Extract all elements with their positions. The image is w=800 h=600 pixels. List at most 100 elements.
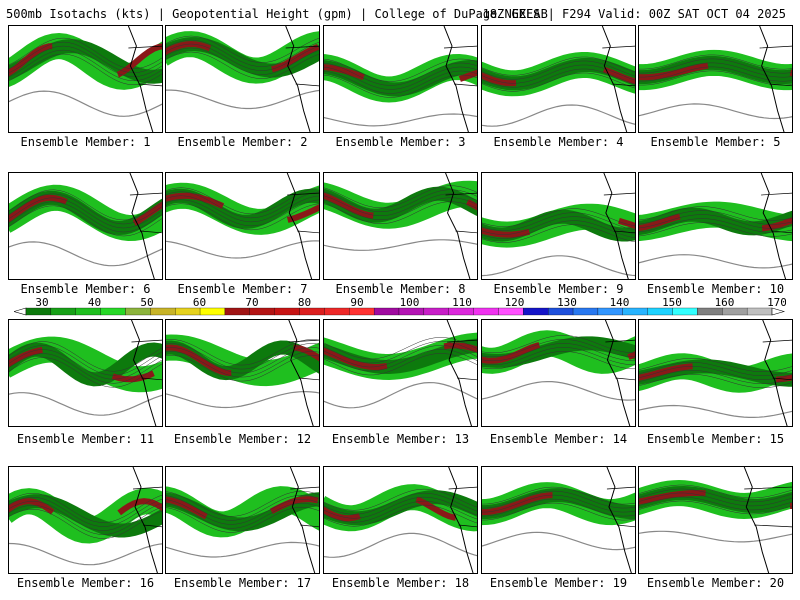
height-contour	[9, 501, 162, 531]
ensemble-member-map	[481, 466, 636, 574]
height-contour	[482, 502, 635, 521]
jet-core	[9, 43, 162, 80]
height-contour	[482, 72, 635, 92]
height-contour	[324, 185, 477, 208]
ensemble-member-label: Ensemble Member: 9	[493, 282, 624, 296]
colorbar-swatch	[199, 307, 226, 316]
jet-stream-map	[324, 26, 477, 132]
colorbar-tick-label: 40	[88, 297, 101, 309]
ensemble-member-label: Ensemble Member: 5	[650, 135, 781, 149]
ensemble-member-label: Ensemble Member: 18	[331, 576, 470, 590]
ensemble-member-map	[165, 172, 320, 280]
jet-core	[482, 340, 635, 364]
jet-stream-map	[9, 173, 162, 279]
colorbar-swatch	[622, 307, 648, 316]
coastline	[743, 467, 770, 573]
height-contour	[482, 224, 635, 243]
height-contour	[482, 335, 635, 354]
colorbar-swatch	[398, 307, 425, 316]
jet-core	[639, 490, 792, 509]
chart-header: 500mb Isotachs (kts) | Geopotential Heig…	[4, 6, 796, 22]
height-contour	[166, 502, 319, 529]
height-contour	[9, 493, 162, 523]
colorbar-swatch	[100, 307, 126, 316]
height-contour	[324, 66, 477, 90]
height-contour	[639, 218, 792, 233]
jet-stream-map	[9, 467, 162, 573]
height-contour	[324, 341, 477, 364]
coastline	[286, 173, 313, 279]
jet-stream-map	[482, 320, 635, 426]
height-contour	[9, 41, 162, 74]
colorbar-swatch	[349, 307, 375, 316]
height-contour	[324, 58, 477, 82]
height-contour	[324, 349, 477, 372]
jet-core	[324, 64, 477, 93]
jet-stream-map	[482, 467, 635, 573]
ensemble-member-map	[638, 319, 793, 427]
height-contour	[639, 484, 792, 499]
colorbar-swatch	[423, 307, 449, 316]
height-contour	[324, 74, 477, 98]
height-contour	[482, 343, 635, 362]
colorbar-swatch	[746, 307, 773, 316]
political-border	[744, 486, 792, 528]
political-border	[605, 339, 635, 381]
ensemble-member-label: Ensemble Member: 19	[489, 576, 628, 590]
height-contour-gray	[166, 240, 319, 259]
height-contour-gray	[639, 254, 792, 269]
ensemble-member-label: Ensemble Member: 4	[493, 135, 624, 149]
ensemble-member-map	[165, 319, 320, 427]
political-border	[762, 339, 792, 381]
coastline	[604, 320, 631, 426]
colorbar-swatch	[175, 307, 201, 316]
colorbar-tick-label: 50	[140, 297, 153, 309]
model-run-valid-time: 18Z GEFS | F294 Valid: 00Z SAT OCT 04 20…	[482, 7, 786, 21]
colorbar-swatch	[722, 307, 748, 316]
height-contour	[9, 345, 162, 376]
ensemble-member-map	[323, 466, 478, 574]
colorbar-swatch	[274, 307, 300, 316]
jet-stream-map	[639, 26, 792, 132]
colorbar-swatch	[448, 307, 474, 316]
height-contour	[482, 64, 635, 84]
coastline	[288, 320, 314, 426]
coastline	[285, 26, 311, 132]
ensemble-member-label: Ensemble Member: 1	[20, 135, 151, 149]
height-contour	[166, 191, 319, 219]
ensemble-member-label: Ensemble Member: 7	[177, 282, 308, 296]
height-contour	[9, 509, 162, 539]
ensemble-member-label: Ensemble Member: 15	[646, 432, 785, 446]
height-contour	[639, 370, 792, 384]
height-contour	[324, 496, 477, 519]
ensemble-member-label: Ensemble Member: 2	[177, 135, 308, 149]
ensemble-member-map	[323, 172, 478, 280]
height-contour	[639, 488, 792, 503]
jet-core	[324, 190, 477, 219]
ensemble-member-label: Ensemble Member: 13	[331, 432, 470, 446]
political-border	[285, 45, 319, 87]
colorbar-tick-label: 90	[350, 297, 363, 309]
colorbar-max-arrow	[771, 307, 786, 316]
height-contour	[639, 62, 792, 78]
height-contour	[9, 349, 162, 380]
jet-stream-map	[324, 173, 477, 279]
height-contour	[166, 490, 319, 517]
ensemble-member-label: Ensemble Member: 16	[16, 576, 155, 590]
height-contour	[9, 53, 162, 86]
colorbar-tick-label: 120	[505, 297, 525, 309]
height-contour	[482, 68, 635, 88]
coastline	[443, 26, 469, 132]
jet-core	[9, 194, 162, 232]
coastline	[759, 26, 785, 132]
ensemble-member-map	[323, 25, 478, 133]
jet-core	[324, 494, 477, 522]
political-border	[287, 192, 319, 234]
height-contour	[639, 374, 792, 388]
height-contour	[324, 492, 477, 515]
height-contour	[324, 197, 477, 220]
colorbar-swatch	[299, 307, 325, 316]
ensemble-member-label: Ensemble Member: 14	[489, 432, 628, 446]
height-contour	[9, 341, 162, 372]
colorbar-swatch	[50, 307, 76, 316]
